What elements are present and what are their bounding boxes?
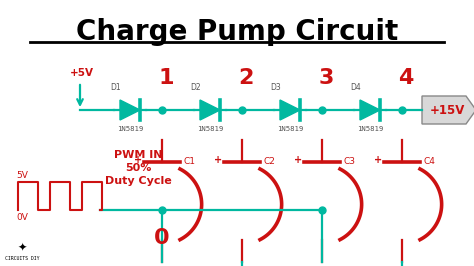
Polygon shape [360,100,380,120]
Text: 1N5819: 1N5819 [117,126,143,132]
Text: D3: D3 [271,83,282,92]
Text: D2: D2 [191,83,201,92]
Text: +: + [294,155,302,165]
Text: 0V: 0V [16,213,28,222]
Text: +: + [134,155,142,165]
Text: +: + [374,155,382,165]
Text: C4: C4 [424,157,436,167]
Text: 4: 4 [398,68,414,88]
Text: C1: C1 [184,157,196,167]
Text: 1: 1 [158,68,174,88]
Text: ✦: ✦ [18,243,27,253]
Text: Charge Pump Circuit: Charge Pump Circuit [76,18,398,46]
Text: PWM IN
50%
Duty Cycle: PWM IN 50% Duty Cycle [105,150,172,186]
Text: 1N5819: 1N5819 [277,126,303,132]
Text: 1N5819: 1N5819 [357,126,383,132]
Text: +5V: +5V [70,68,94,78]
Text: CIRCUITS DIY: CIRCUITS DIY [5,256,39,260]
Text: 2: 2 [238,68,254,88]
Text: 1N5819: 1N5819 [197,126,223,132]
Polygon shape [200,100,220,120]
Text: +: + [214,155,222,165]
Text: D1: D1 [111,83,121,92]
Text: C3: C3 [344,157,356,167]
Polygon shape [280,100,300,120]
Text: +15V: +15V [429,103,465,117]
Text: 0: 0 [154,228,170,248]
Polygon shape [422,96,474,124]
Text: 5V: 5V [16,171,28,180]
Text: 3: 3 [319,68,334,88]
Text: C2: C2 [264,157,276,167]
Text: D4: D4 [351,83,361,92]
Polygon shape [120,100,140,120]
